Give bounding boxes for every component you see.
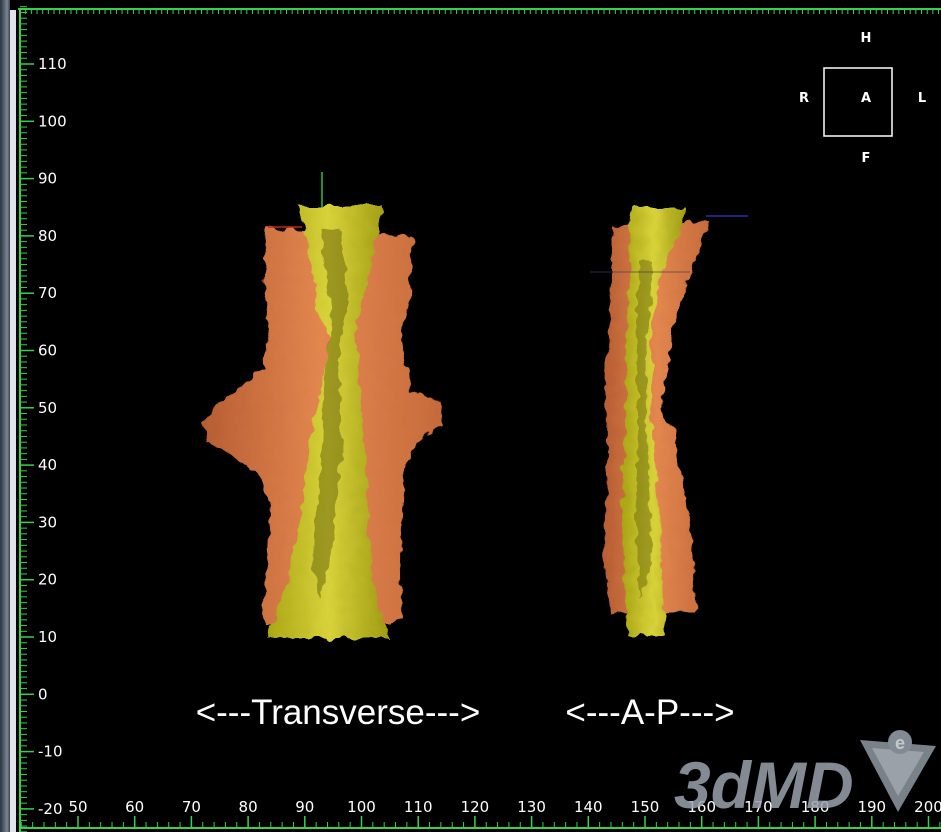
top-ruler (18, 8, 941, 14)
svg-text:e: e (895, 733, 905, 753)
x-tick-label: 180 (801, 798, 830, 816)
y-tick-label: 20 (38, 571, 57, 589)
y-tick-label: -10 (38, 743, 63, 761)
x-tick-label: 170 (744, 798, 773, 816)
x-tick-label: 160 (687, 798, 716, 816)
orientation-center-label: A (861, 91, 871, 106)
viewport-frame-left (0, 0, 10, 832)
x-tick-label: 60 (125, 798, 144, 816)
y-tick-label: 70 (38, 284, 57, 302)
ap-view-label: <---A-P---> (565, 693, 734, 732)
x-tick-label: 130 (517, 798, 546, 816)
orientation-cube[interactable]: H A R L F (799, 31, 926, 166)
y-tick-label: 90 (38, 170, 57, 188)
x-axis: 50 60 70 80 90 100 110 120 130 140 150 160 170 180 190… (20, 798, 941, 829)
x-tick-label: 140 (574, 798, 603, 816)
transverse-airway-shadow (312, 228, 348, 600)
3dmd-logo-text: 3dMD (674, 748, 854, 822)
3dmd-logo-emblem-icon: e (860, 730, 936, 812)
transverse-view-model[interactable] (202, 172, 442, 638)
orientation-top-label: H (861, 31, 872, 46)
transverse-view-label: <---Transverse---> (196, 693, 481, 732)
y-tick-label: -20 (38, 800, 63, 818)
x-tick-label: 110 (404, 798, 433, 816)
y-tick-label: 100 (38, 112, 67, 130)
x-tick-label: 70 (182, 798, 201, 816)
ap-view-model[interactable] (590, 208, 748, 636)
y-tick-label: 40 (38, 456, 57, 474)
y-tick-label: 30 (38, 513, 57, 531)
3dmd-logo: 3dMD e (674, 730, 936, 822)
viewport-frame-inner (10, 10, 16, 832)
x-tick-label: 90 (295, 798, 314, 816)
y-tick-label: 10 (38, 628, 57, 646)
x-tick-label: 80 (239, 798, 258, 816)
orientation-cube-box[interactable] (823, 67, 893, 137)
y-tick-label: 110 (38, 55, 67, 73)
y-tick-label: 60 (38, 342, 57, 360)
y-tick-label: 0 (38, 685, 48, 703)
x-tick-label: 150 (631, 798, 660, 816)
orientation-right-label: L (918, 91, 926, 106)
x-tick-label: 50 (68, 798, 87, 816)
y-tick-label: 80 (38, 227, 57, 245)
x-tick-label: 120 (461, 798, 490, 816)
x-tick-label: 100 (347, 798, 376, 816)
orientation-left-label: R (799, 91, 809, 106)
y-tick-label: 50 (38, 399, 57, 417)
x-tick-label: 190 (857, 798, 886, 816)
x-tick-label: 200 (914, 798, 941, 816)
ap-airway-shadow (636, 260, 654, 600)
orientation-bottom-label: F (862, 151, 871, 166)
